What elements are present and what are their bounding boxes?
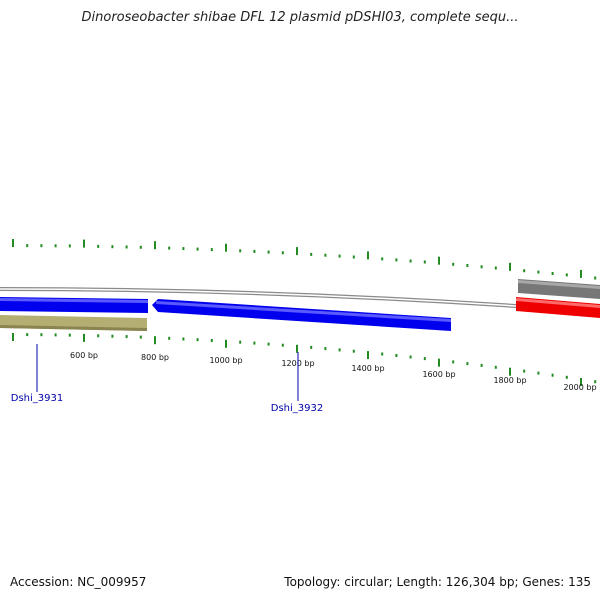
scale-label-600: 600 bp	[70, 351, 98, 360]
genome-stats-text: Topology: circular; Length: 126,304 bp; …	[284, 575, 591, 589]
scale-labels: 600 bp 800 bp 1000 bp 1200 bp 1400 bp 16…	[70, 351, 597, 392]
scale-label-1800: 1800 bp	[493, 376, 526, 385]
gene-gray-highlight	[518, 280, 600, 289]
scale-label-800: 800 bp	[141, 353, 169, 362]
tick-row-bottom	[12, 333, 597, 386]
gene-red-highlight	[516, 298, 600, 308]
gene-label-dshi-3931[interactable]: Dshi_3931	[11, 393, 63, 404]
map-title: Dinoroseobacter shibae DFL 12 plasmid pD…	[81, 10, 519, 25]
gene-dshi-3932-highlight	[156, 301, 451, 322]
scale-label-1000: 1000 bp	[209, 356, 242, 365]
scale-label-2000: 2000 bp	[563, 383, 596, 392]
accession-text: Accession: NC_009957	[10, 575, 147, 589]
tick-row-top	[12, 239, 597, 280]
scale-label-1400: 1400 bp	[351, 364, 384, 373]
gene-olive-shade	[0, 325, 147, 331]
scale-label-1600: 1600 bp	[422, 370, 455, 379]
gene-label-dshi-3932[interactable]: Dshi_3932	[271, 403, 323, 414]
gene-dshi-3931-highlight	[0, 298, 148, 303]
